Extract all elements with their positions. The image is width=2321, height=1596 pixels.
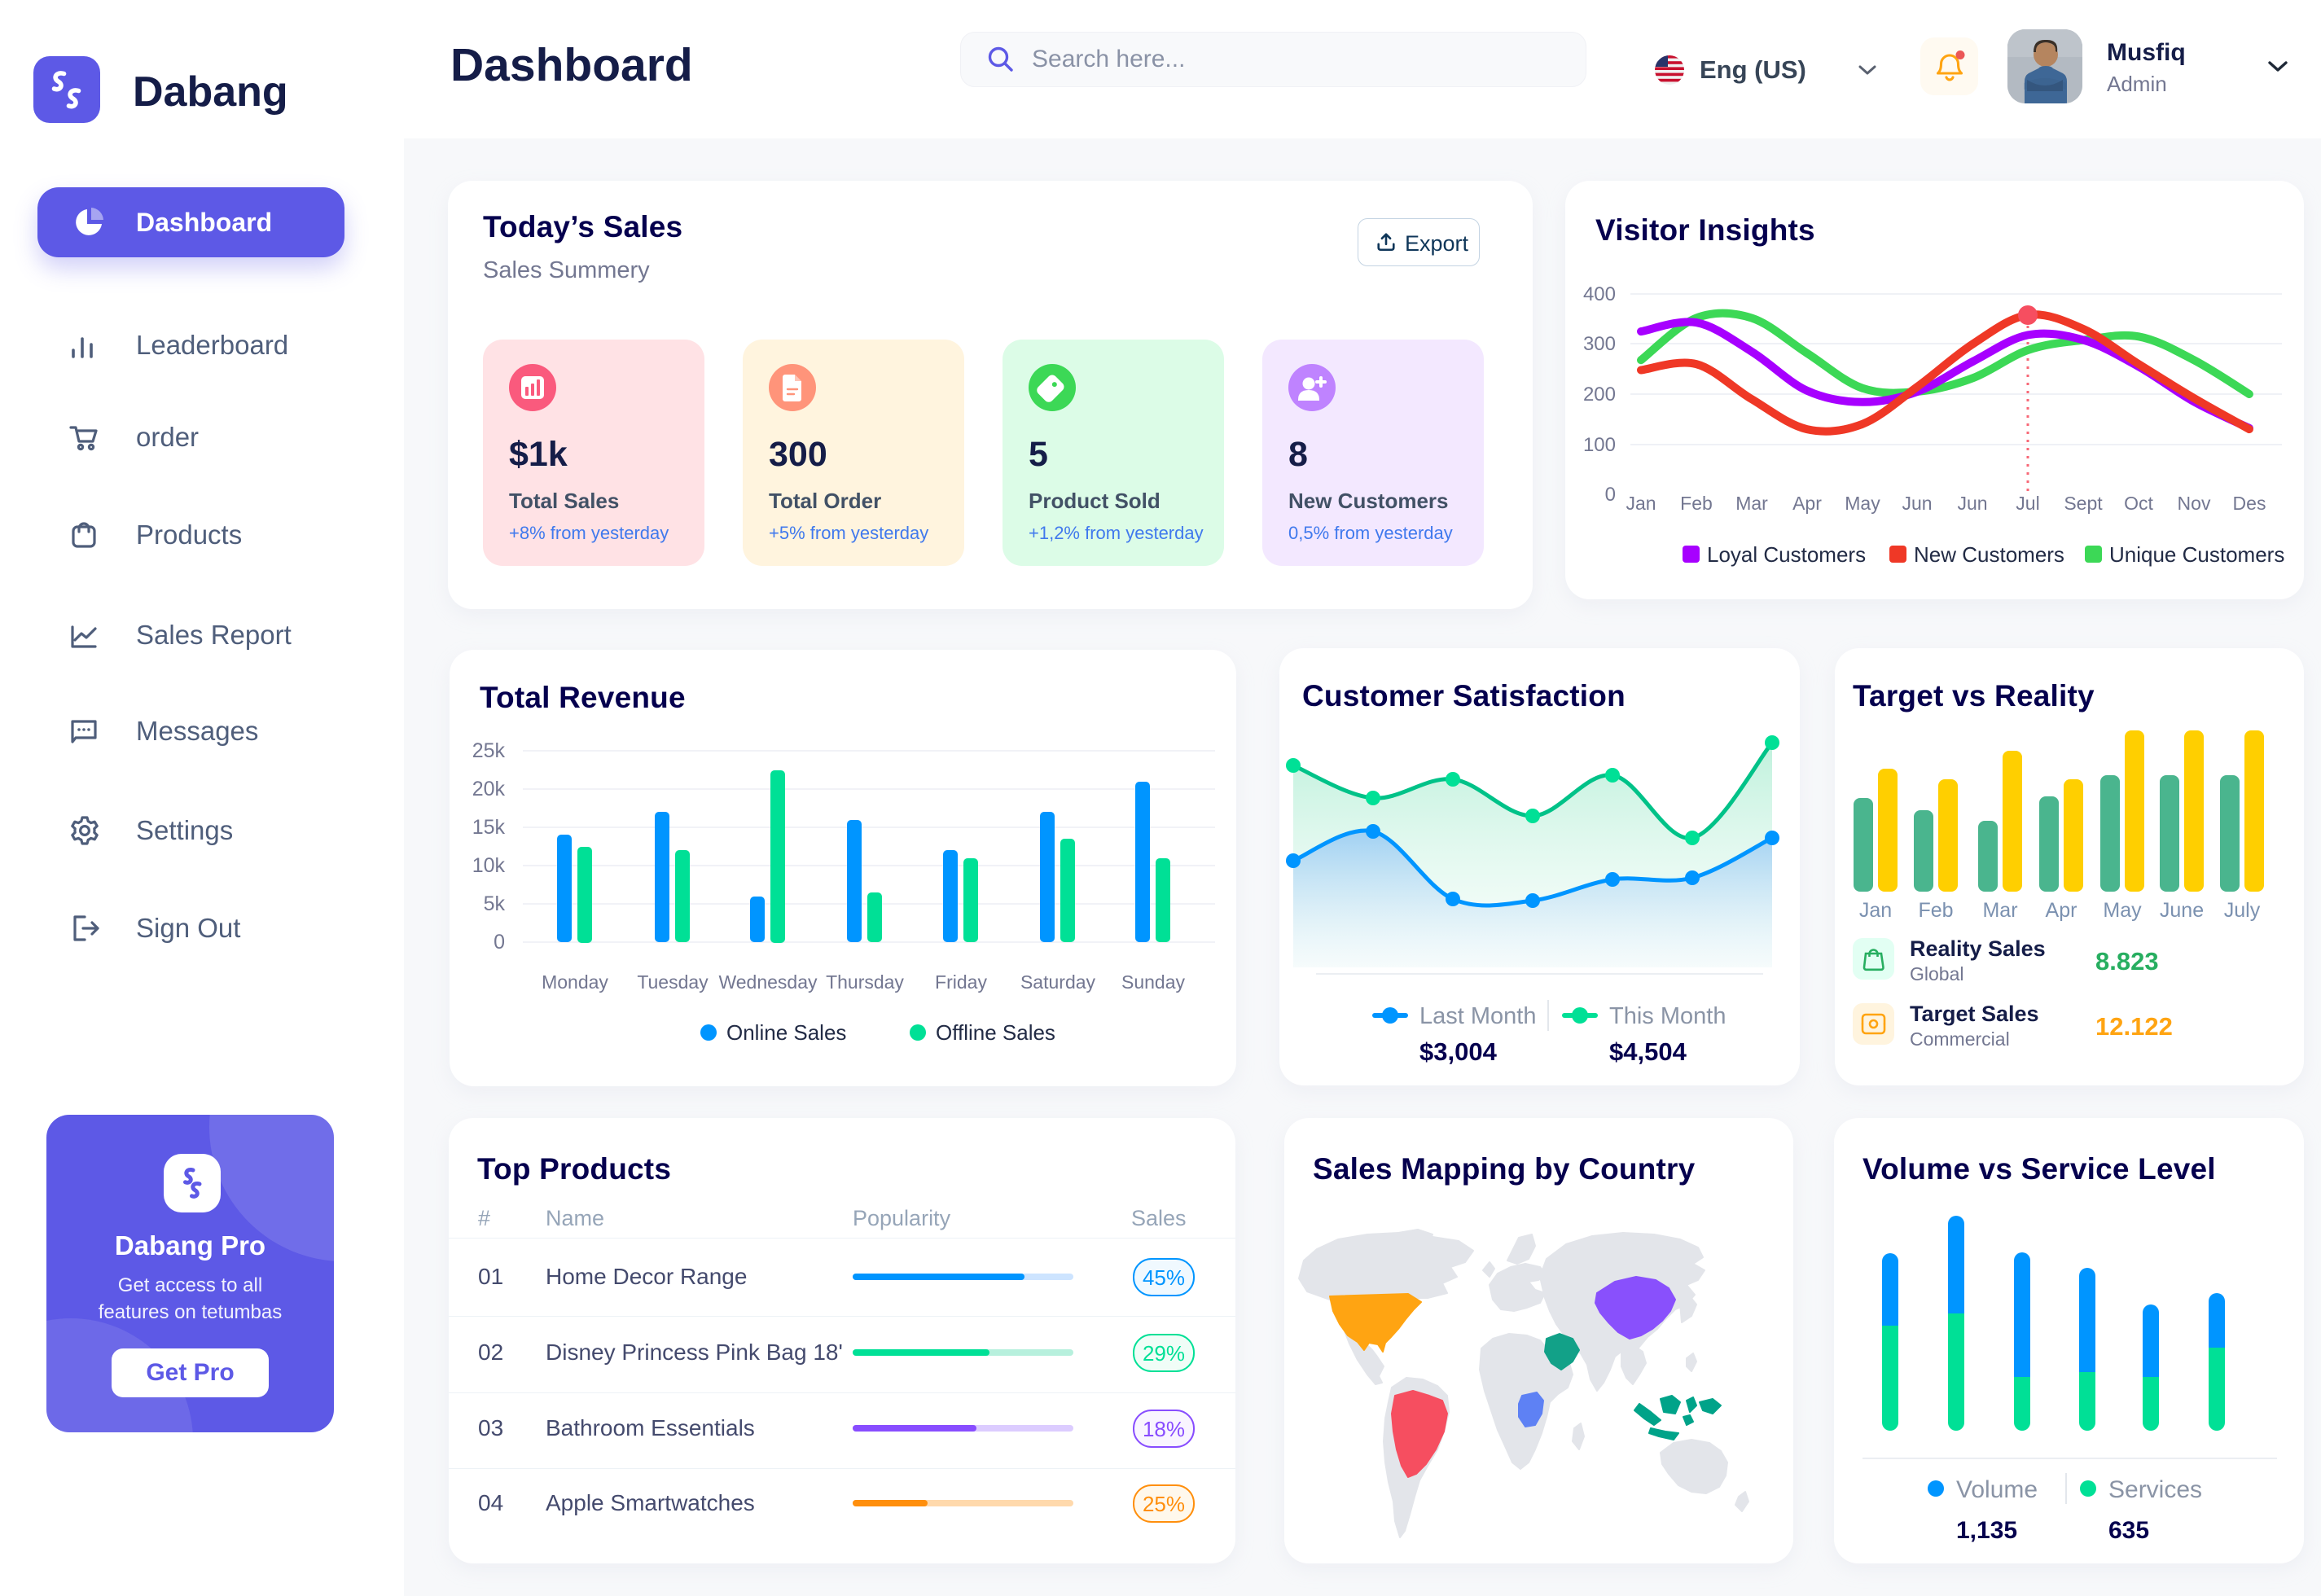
- svg-text:400: 400: [1583, 283, 1616, 305]
- svg-text:Commercial: Commercial: [1910, 1028, 2010, 1050]
- svg-text:15k: 15k: [472, 816, 506, 839]
- svg-text:Sept: Sept: [2064, 493, 2103, 514]
- svg-text:Monday: Monday: [542, 971, 608, 993]
- svg-text:Mar: Mar: [1982, 899, 2017, 922]
- svg-text:8.823: 8.823: [2095, 947, 2159, 976]
- svg-text:Jan: Jan: [1859, 899, 1892, 922]
- svg-text:10k: 10k: [472, 854, 506, 877]
- svg-text:635: 635: [2108, 1517, 2149, 1544]
- svg-text:Unique Customers: Unique Customers: [2109, 542, 2284, 567]
- svg-text:Oct: Oct: [2124, 493, 2153, 514]
- svg-text:Apr: Apr: [1792, 493, 1822, 514]
- svg-text:Des: Des: [2233, 493, 2266, 514]
- svg-text:Target Sales: Target Sales: [1910, 1002, 2039, 1026]
- svg-text:Jul: Jul: [2016, 493, 2039, 514]
- svg-text:July: July: [2224, 899, 2261, 922]
- svg-text:Mar: Mar: [1735, 493, 1768, 514]
- svg-text:Nov: Nov: [2178, 493, 2211, 514]
- svg-text:Volume: Volume: [1956, 1476, 2038, 1503]
- svg-text:Feb: Feb: [1680, 493, 1713, 514]
- svg-text:Jan: Jan: [1626, 493, 1656, 514]
- svg-text:25k: 25k: [472, 739, 506, 762]
- svg-text:Online Sales: Online Sales: [726, 1020, 846, 1045]
- svg-text:0: 0: [1605, 484, 1616, 506]
- svg-text:May: May: [2103, 899, 2142, 922]
- svg-text:This Month: This Month: [1609, 1003, 1726, 1029]
- svg-text:Reality Sales: Reality Sales: [1910, 936, 2046, 961]
- svg-text:Sunday: Sunday: [1121, 971, 1186, 993]
- svg-text:Global: Global: [1910, 963, 1963, 984]
- svg-text:Tuesday: Tuesday: [637, 971, 709, 993]
- svg-text:1,135: 1,135: [1956, 1517, 2017, 1544]
- svg-text:Feb: Feb: [1918, 899, 1953, 922]
- svg-text:100: 100: [1583, 434, 1616, 456]
- svg-text:Thursday: Thursday: [826, 971, 904, 993]
- svg-text:Last Month: Last Month: [1419, 1003, 1536, 1029]
- svg-text:Friday: Friday: [935, 971, 987, 993]
- svg-text:0: 0: [494, 931, 505, 954]
- svg-text:Jun: Jun: [1957, 493, 1987, 514]
- svg-text:Jun: Jun: [1902, 493, 1932, 514]
- svg-text:$3,004: $3,004: [1419, 1037, 1498, 1066]
- svg-text:$4,504: $4,504: [1609, 1037, 1687, 1066]
- svg-text:20k: 20k: [472, 778, 506, 800]
- svg-text:300: 300: [1583, 333, 1616, 355]
- svg-text:May: May: [1845, 493, 1880, 514]
- svg-text:Saturday: Saturday: [1020, 971, 1096, 993]
- svg-text:Loyal Customers: Loyal Customers: [1707, 542, 1866, 567]
- svg-text:12.122: 12.122: [2095, 1012, 2173, 1041]
- svg-text:Offline Sales: Offline Sales: [936, 1020, 1055, 1045]
- svg-text:Wednesday: Wednesday: [718, 971, 818, 993]
- svg-text:June: June: [2160, 899, 2204, 922]
- svg-text:Services: Services: [2108, 1476, 2202, 1503]
- svg-text:200: 200: [1583, 384, 1616, 406]
- svg-text:Apr: Apr: [2046, 899, 2077, 922]
- svg-text:5k: 5k: [484, 892, 506, 915]
- svg-text:New Customers: New Customers: [1914, 542, 2064, 567]
